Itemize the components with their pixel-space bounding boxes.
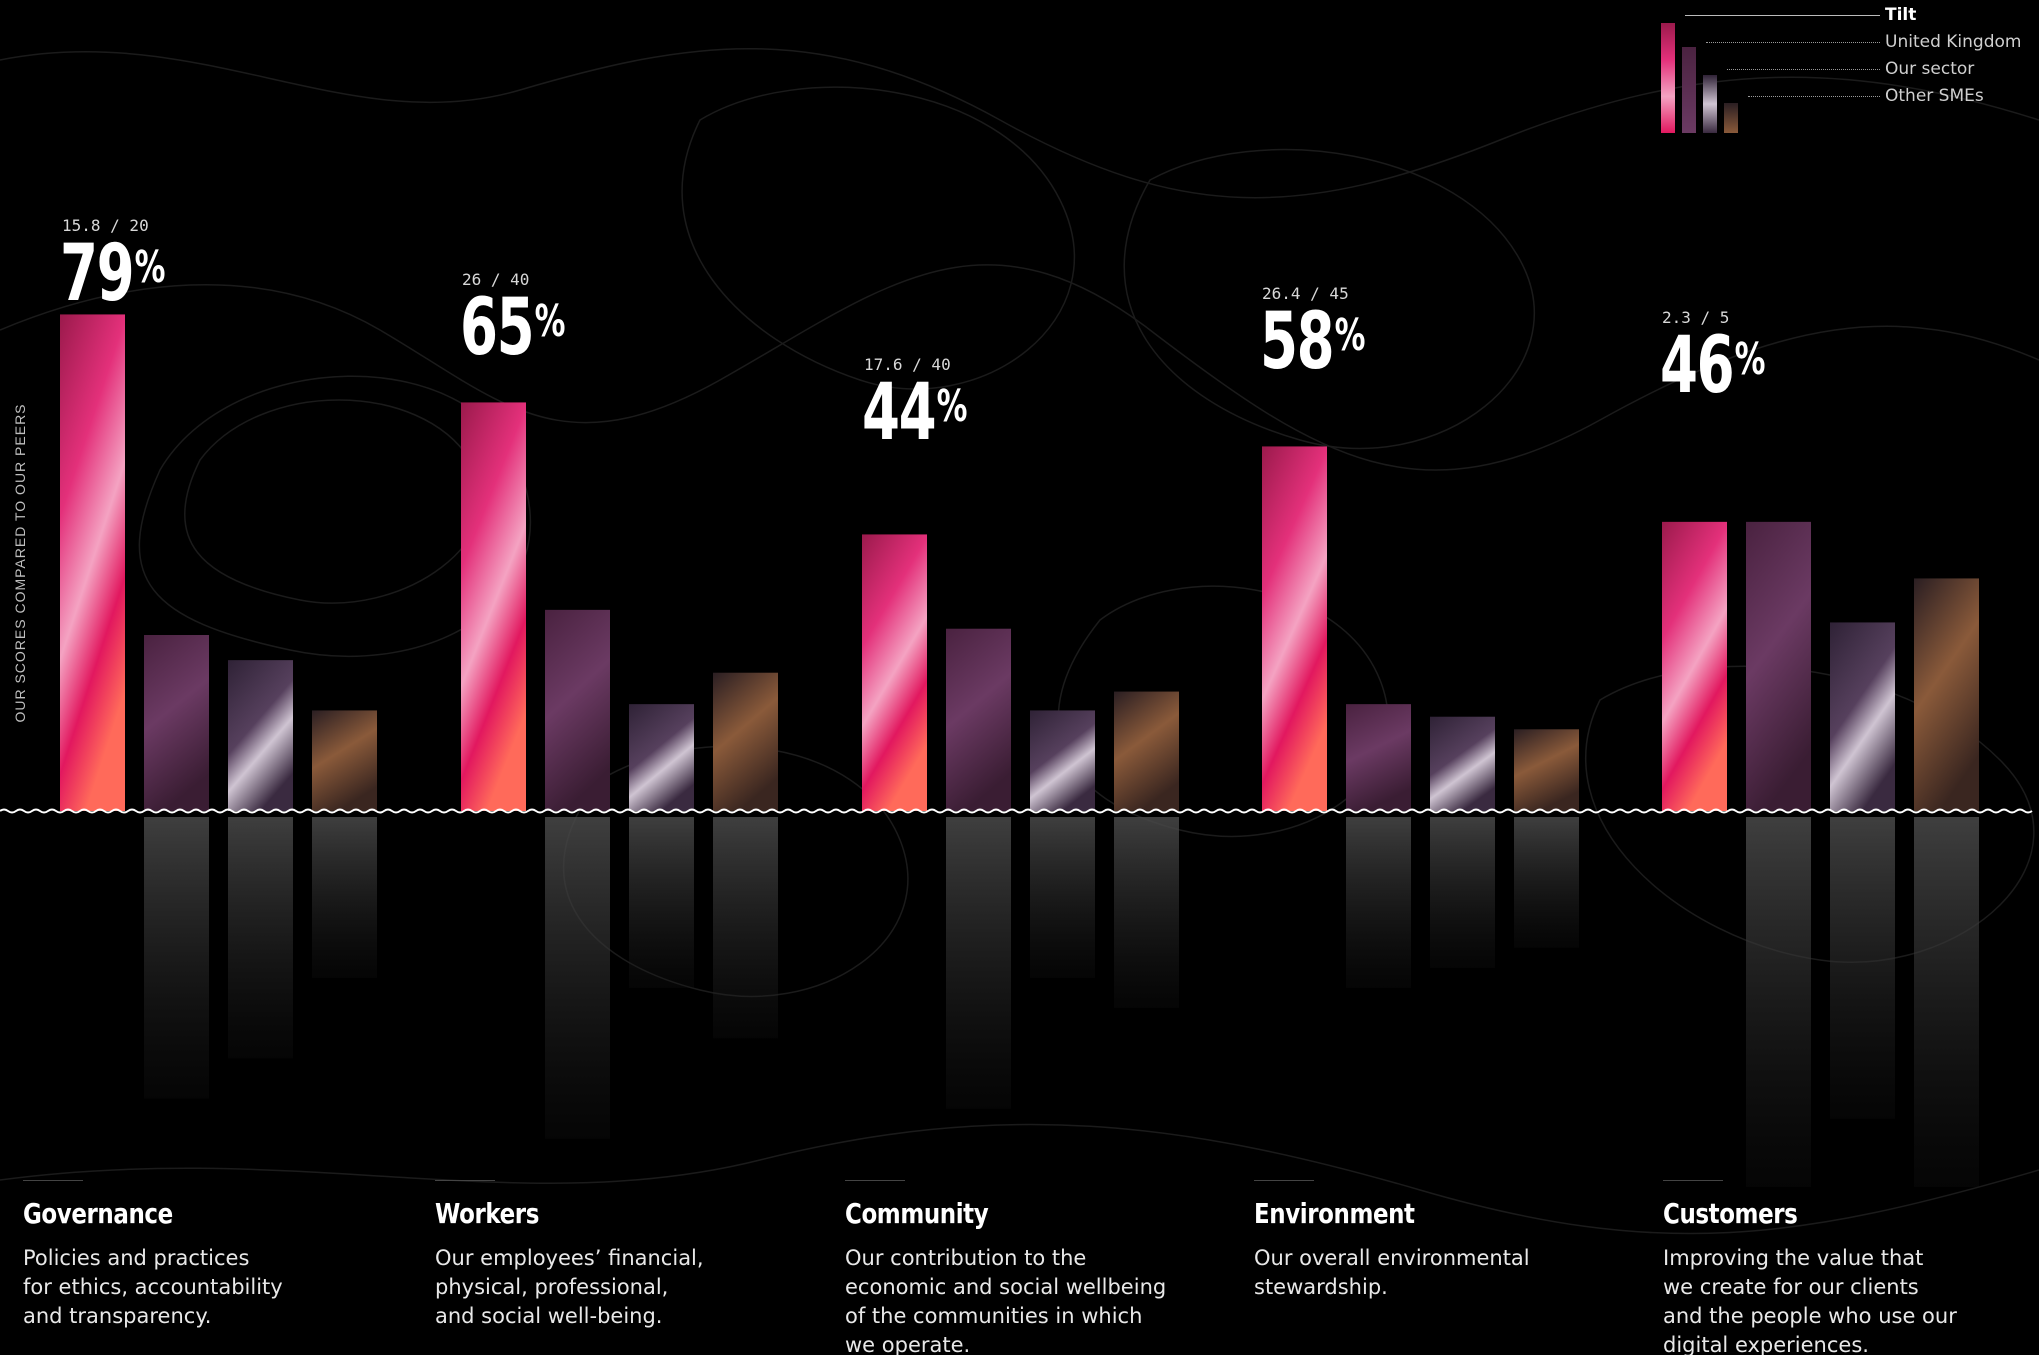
legend: Tilt United Kingdom Our sector Other SME… (1655, 5, 2035, 135)
score-percent: 65% (460, 283, 565, 373)
bar-workers-tilt (461, 402, 526, 811)
reflection-environment-our-sector (1430, 817, 1495, 968)
legend-item-other-smes: Other SMEs (1655, 86, 2035, 106)
reflection-customers-our-sector (1830, 817, 1895, 1119)
bar-governance-united-kingdom (144, 635, 209, 811)
legend-label-our-sector: Our sector (1885, 59, 1975, 79)
category-workers: Workers Our employees’ financial, physic… (435, 1180, 795, 1331)
legend-swatch-our-sector (1703, 75, 1717, 133)
reflection-group (144, 817, 1979, 1187)
reflection-environment-united-kingdom (1346, 817, 1411, 988)
y-axis-label: OUR SCORES COMPARED TO OUR PEERS (12, 403, 28, 723)
bar-community-our-sector (1030, 710, 1095, 811)
score-fraction: 15.8 / 20 (62, 216, 149, 235)
bar-workers-our-sector (629, 704, 694, 811)
score-community: 17.6 / 40 44% (862, 355, 1011, 452)
bar-customers-other-smes (1914, 578, 1979, 811)
wavy-baseline (0, 808, 2033, 814)
bar-governance-other-smes (312, 710, 377, 811)
legend-item-our-sector: Our sector (1655, 59, 2035, 79)
bar-environment-other-smes (1514, 729, 1579, 811)
category-description: Policies and practices for ethics, accou… (23, 1246, 283, 1328)
bar-governance-our-sector (228, 660, 293, 811)
bar-community-tilt (862, 534, 927, 811)
legend-swatch-tilt (1661, 23, 1675, 133)
legend-swatch-other-smes (1724, 103, 1738, 133)
bar-environment-tilt (1262, 446, 1327, 811)
legend-item-united-kingdom: United Kingdom (1655, 32, 2035, 52)
category-customers: Customers Improving the value that we cr… (1663, 1180, 2023, 1355)
category-community: Community Our contribution to the econom… (845, 1180, 1205, 1355)
legend-bar-swatches (1655, 5, 1745, 135)
reflection-community-united-kingdom (946, 817, 1011, 1109)
category-description: Improving the value that we create for o… (1663, 1246, 1957, 1355)
category-title: Workers (435, 1197, 539, 1230)
bars-group (60, 314, 1979, 811)
bar-environment-our-sector (1430, 716, 1495, 811)
bar-customers-our-sector (1830, 622, 1895, 811)
reflection-workers-united-kingdom (545, 817, 610, 1139)
score-customers: 2.3 / 5 46% (1660, 308, 1809, 405)
category-environment: Environment Our overall environmental st… (1254, 1180, 1614, 1302)
score-percent: 79% (60, 229, 165, 319)
reflection-community-other-smes (1114, 817, 1179, 1009)
score-fraction: 17.6 / 40 (864, 355, 951, 374)
legend-label-tilt: Tilt (1885, 5, 1917, 25)
category-description: Our overall environmental stewardship. (1254, 1246, 1530, 1299)
reflection-community-our-sector (1030, 817, 1095, 978)
reflection-workers-our-sector (629, 817, 694, 988)
score-percent: 44% (862, 368, 967, 458)
bar-community-other-smes (1114, 691, 1179, 811)
bar-workers-other-smes (713, 672, 778, 811)
score-fraction: 26.4 / 45 (1262, 284, 1349, 303)
category-title: Environment (1254, 1197, 1415, 1230)
legend-swatch-united-kingdom (1682, 47, 1696, 133)
bar-community-united-kingdom (946, 628, 1011, 811)
category-title: Community (845, 1197, 989, 1230)
reflection-workers-other-smes (713, 817, 778, 1039)
reflection-governance-our-sector (228, 817, 293, 1059)
score-percent: 46% (1660, 321, 1765, 411)
score-environment: 26.4 / 45 58% (1260, 284, 1409, 381)
category-title: Governance (23, 1197, 173, 1230)
bar-environment-united-kingdom (1346, 704, 1411, 811)
score-governance: 15.8 / 20 79% (60, 216, 209, 313)
bar-customers-tilt (1662, 521, 1727, 811)
category-title: Customers (1663, 1197, 1798, 1230)
bar-workers-united-kingdom (545, 609, 610, 811)
score-percent: 58% (1260, 297, 1365, 387)
reflection-customers-united-kingdom (1746, 817, 1811, 1187)
bar-customers-united-kingdom (1746, 521, 1811, 811)
reflection-governance-other-smes (312, 817, 377, 978)
category-governance: Governance Policies and practices for et… (23, 1180, 383, 1331)
reflection-customers-other-smes (1914, 817, 1979, 1187)
reflection-governance-united-kingdom (144, 817, 209, 1099)
reflection-environment-other-smes (1514, 817, 1579, 948)
category-description: Our employees’ financial, physical, prof… (435, 1246, 704, 1328)
legend-item-tilt: Tilt (1655, 5, 2035, 25)
category-description: Our contribution to the economic and soc… (845, 1246, 1167, 1355)
score-fraction: 26 / 40 (462, 270, 530, 289)
score-fraction: 2.3 / 5 (1662, 308, 1730, 327)
legend-label-united-kingdom: United Kingdom (1885, 32, 2022, 52)
score-workers: 26 / 40 65% (460, 270, 609, 367)
legend-label-other-smes: Other SMEs (1885, 86, 1984, 106)
bar-governance-tilt (60, 314, 125, 811)
